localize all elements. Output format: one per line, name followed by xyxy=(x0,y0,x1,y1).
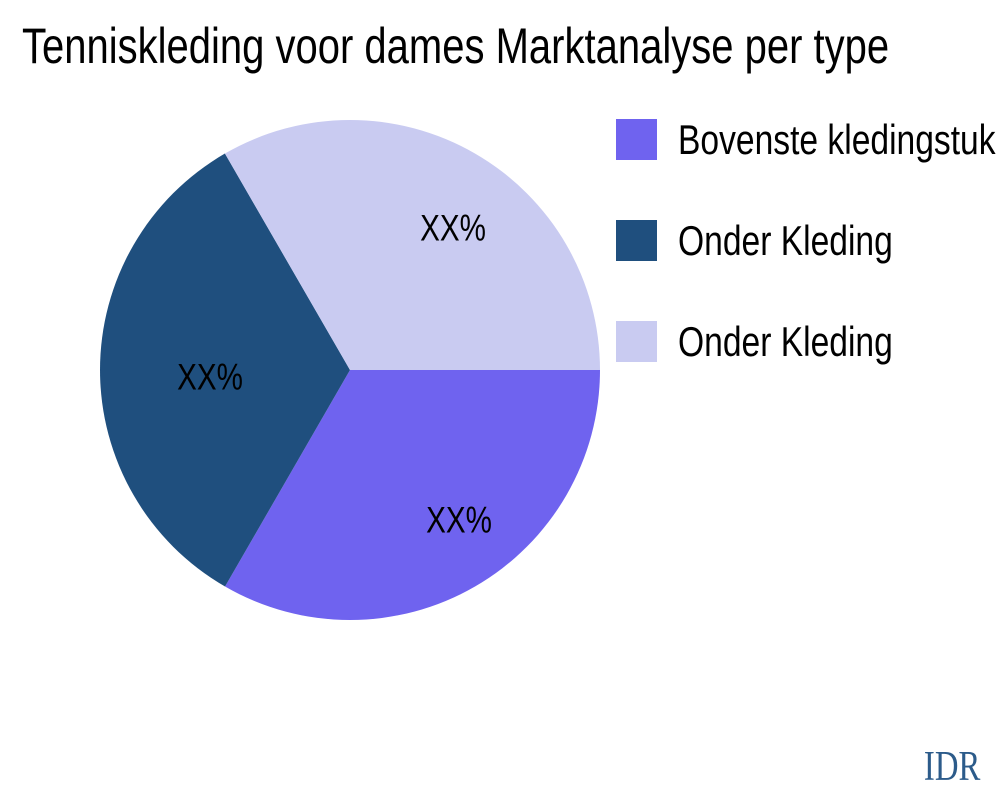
legend-swatch xyxy=(616,220,657,261)
pie-slice-percent-label: XX% xyxy=(425,499,492,541)
legend-label: Onder Kleding xyxy=(678,216,893,264)
chart-title: Tenniskleding voor dames Marktanalyse pe… xyxy=(22,18,890,74)
pie-slice-0[interactable] xyxy=(225,370,600,620)
legend-item-bovenste-kledingstuk[interactable]: Bovenste kledingstuk xyxy=(616,115,1000,163)
pie-slice-percent-label: XX% xyxy=(177,356,244,398)
legend-item-onder-kleding-1[interactable]: Onder Kleding xyxy=(616,216,1000,264)
pie-slice-1[interactable] xyxy=(100,153,350,587)
legend-label: Bovenste kledingstuk xyxy=(678,115,996,163)
legend-swatch xyxy=(616,119,657,160)
pie-slice-percent-label: XX% xyxy=(419,207,486,249)
legend-swatch xyxy=(616,321,657,362)
pie-chart xyxy=(100,120,600,620)
legend-label: Onder Kleding xyxy=(678,317,893,365)
legend-item-onder-kleding-2[interactable]: Onder Kleding xyxy=(616,317,1000,365)
currency-watermark: IDR xyxy=(923,744,980,790)
pie-slice-2[interactable] xyxy=(224,120,600,370)
legend: Bovenste kledingstuk Onder Kleding Onder… xyxy=(616,115,1000,422)
